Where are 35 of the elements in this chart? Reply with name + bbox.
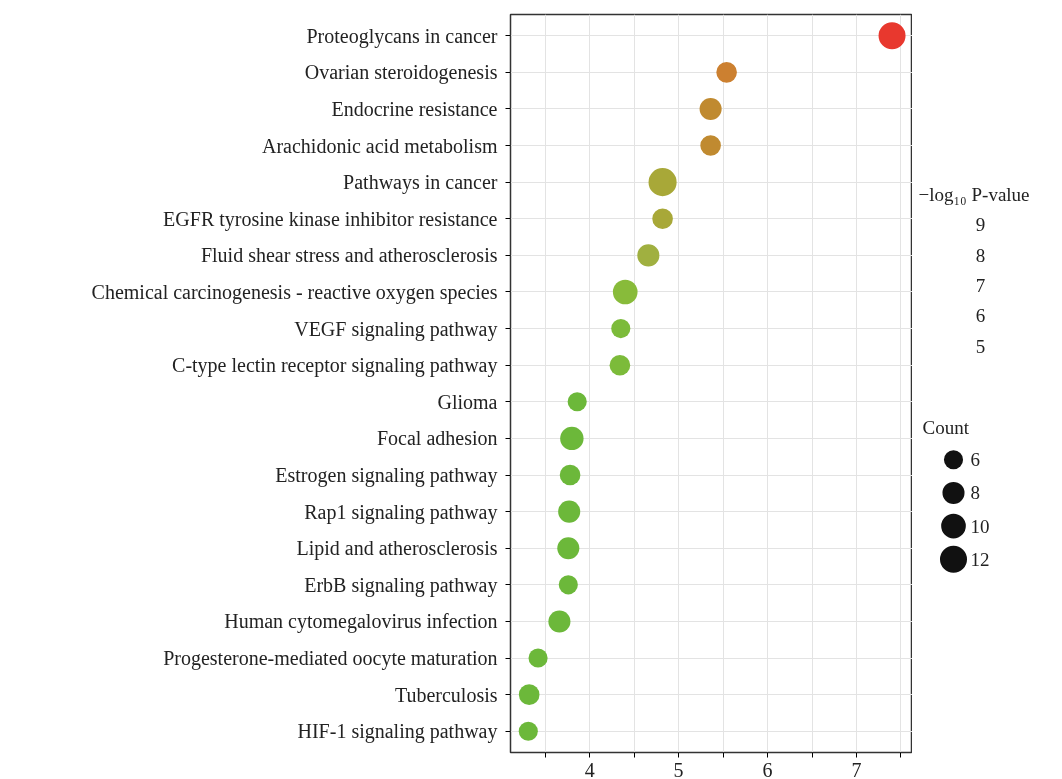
- y-tick-label: Chemical carcinogenesis - reactive oxygen species: [91, 280, 498, 304]
- y-tick-label: Pathways in cancer: [343, 171, 498, 195]
- y-tick-label: Fluid shear stress and atherosclerosis: [200, 244, 498, 267]
- x-tick-label: 6: [762, 758, 773, 779]
- y-tick-label: Rap1 signaling pathway: [304, 500, 498, 524]
- y-tick-label: HIF-1 signaling pathway: [297, 720, 498, 744]
- text: 9: [975, 214, 986, 236]
- y-tick-label: ErbB signaling pathway: [304, 573, 498, 597]
- x-tick-label: 5: [673, 758, 684, 779]
- y-tick-label: Glioma: [437, 390, 498, 413]
- y-tick-label: Human cytomegalovirus infection: [224, 610, 498, 634]
- x-tick-label: 7: [851, 758, 862, 779]
- legend-label: 8: [970, 482, 980, 504]
- legend-label: 12: [970, 548, 990, 570]
- text: 6: [975, 305, 986, 327]
- text: 8: [975, 244, 986, 266]
- y-tick-label: Proteoglycans in cancer: [306, 24, 498, 48]
- text: 7: [975, 274, 986, 296]
- y-tick-label: Progesterone-mediated oocyte maturation: [163, 647, 498, 671]
- y-tick-label: Arachidonic acid metabolism: [262, 134, 498, 157]
- y-tick-label: Lipid and atherosclerosis: [296, 537, 498, 561]
- y-tick-label: Focal adhesion: [376, 427, 498, 450]
- y-tick-label: VEGF signaling pathway: [294, 317, 498, 341]
- y-tick-label: Tuberculosis: [394, 683, 498, 706]
- y-tick-label: Ovarian steroidogenesis: [304, 61, 498, 85]
- y-tick-label: C-type lectin receptor signaling pathway: [172, 354, 498, 378]
- x-tick-label: 4: [584, 758, 595, 779]
- legend-label: 6: [970, 449, 980, 471]
- y-tick-label: Estrogen signaling pathway: [275, 464, 498, 488]
- y-tick-label: EGFR tyrosine kinase inhibitor resistance: [163, 207, 498, 231]
- legend-label: 10: [970, 515, 990, 537]
- text: 5: [975, 335, 986, 357]
- legend-title: Count: [922, 417, 970, 439]
- color-bar-title: −log₁₀ P-value: [918, 184, 1030, 205]
- y-tick-label: Endocrine resistance: [331, 97, 498, 120]
